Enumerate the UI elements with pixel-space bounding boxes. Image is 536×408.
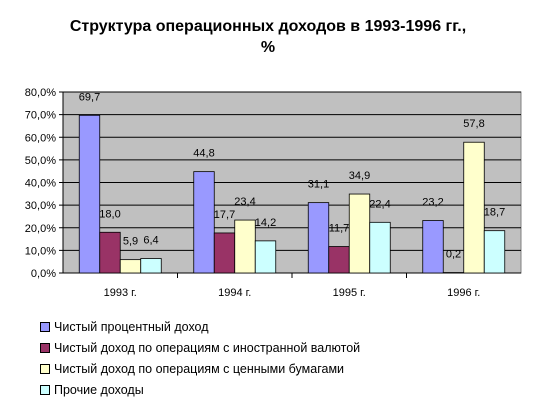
data-label: 6,4 [143, 235, 158, 247]
y-tick-label: 10,0% [25, 245, 56, 257]
data-label: 11,7 [329, 223, 350, 235]
data-label: 0,2 [446, 249, 461, 261]
bar [483, 230, 506, 274]
legend-swatch [40, 363, 50, 374]
y-tick-label: 60,0% [25, 132, 56, 144]
data-label: 23,2 [422, 197, 443, 209]
data-label: 57,8 [463, 118, 484, 130]
data-label: 18,0 [99, 208, 120, 220]
bar [328, 246, 350, 274]
legend-label: Чистый доход по операциям с ценными бума… [54, 361, 345, 376]
y-tick-label: 40,0% [25, 178, 56, 190]
x-tick-label: 1993 г. [104, 287, 137, 299]
x-tick-label: 1994 г. [218, 287, 251, 299]
legend: Чистый процентный доход Чистый доход по … [40, 316, 360, 400]
bar [234, 219, 256, 274]
data-label: 18,7 [484, 207, 505, 219]
bar [140, 258, 162, 274]
x-tick-label: 1996 г. [447, 287, 480, 299]
y-tick-label: 0,0% [31, 268, 56, 280]
data-label: 69,7 [79, 91, 100, 103]
data-label: 14,2 [255, 217, 276, 229]
y-tick-label: 50,0% [25, 155, 56, 167]
data-label: 23,4 [234, 196, 255, 208]
bar [119, 259, 142, 274]
bar [307, 202, 330, 274]
bar [99, 231, 121, 274]
legend-item: Чистый доход по операциям с ценными бума… [40, 358, 360, 379]
legend-label: Чистый процентный доход [54, 319, 209, 334]
data-label: 44,8 [193, 148, 214, 160]
y-tick-label: 70,0% [25, 110, 56, 122]
legend-label: Прочие доходы [54, 382, 144, 397]
bar-chart: 0,0% 10,0% 20,0% 30,0% 40,0% 50,0% 60,0% 70,0% 8… [25, 87, 522, 299]
bar [463, 141, 485, 274]
legend-swatch [40, 342, 50, 353]
y-tick-label: 80,0% [25, 87, 56, 99]
data-label: 22,4 [369, 198, 390, 210]
legend-swatch [40, 384, 50, 395]
x-tick-label: 1995 г. [333, 287, 366, 299]
data-label: 5,9 [123, 236, 138, 248]
bar [78, 114, 101, 274]
bar [422, 220, 444, 274]
chart-title-line-1: Структура операционных доходов в 1993-19… [69, 18, 467, 35]
chart-title: Структура операционных доходов в 1993-19… [0, 16, 536, 58]
bar [193, 171, 215, 274]
legend-item: Чистый процентный доход [40, 316, 360, 337]
legend-swatch [40, 321, 50, 332]
legend-label: Чистый доход по операциям с иностранной … [54, 340, 361, 355]
bar [213, 232, 236, 274]
bar [348, 193, 371, 274]
chart-title-line-2: % [260, 39, 276, 56]
bar [369, 221, 391, 274]
legend-item: Чистый доход по операциям с иностранной … [40, 337, 360, 358]
data-label: 17,7 [214, 209, 235, 221]
bar [254, 240, 277, 274]
data-label: 31,1 [308, 179, 329, 191]
y-tick-label: 30,0% [25, 200, 56, 212]
bar [442, 272, 465, 274]
y-tick-label: 20,0% [25, 223, 56, 235]
data-label: 34,9 [349, 170, 370, 182]
legend-item: Прочие доходы [40, 379, 360, 400]
